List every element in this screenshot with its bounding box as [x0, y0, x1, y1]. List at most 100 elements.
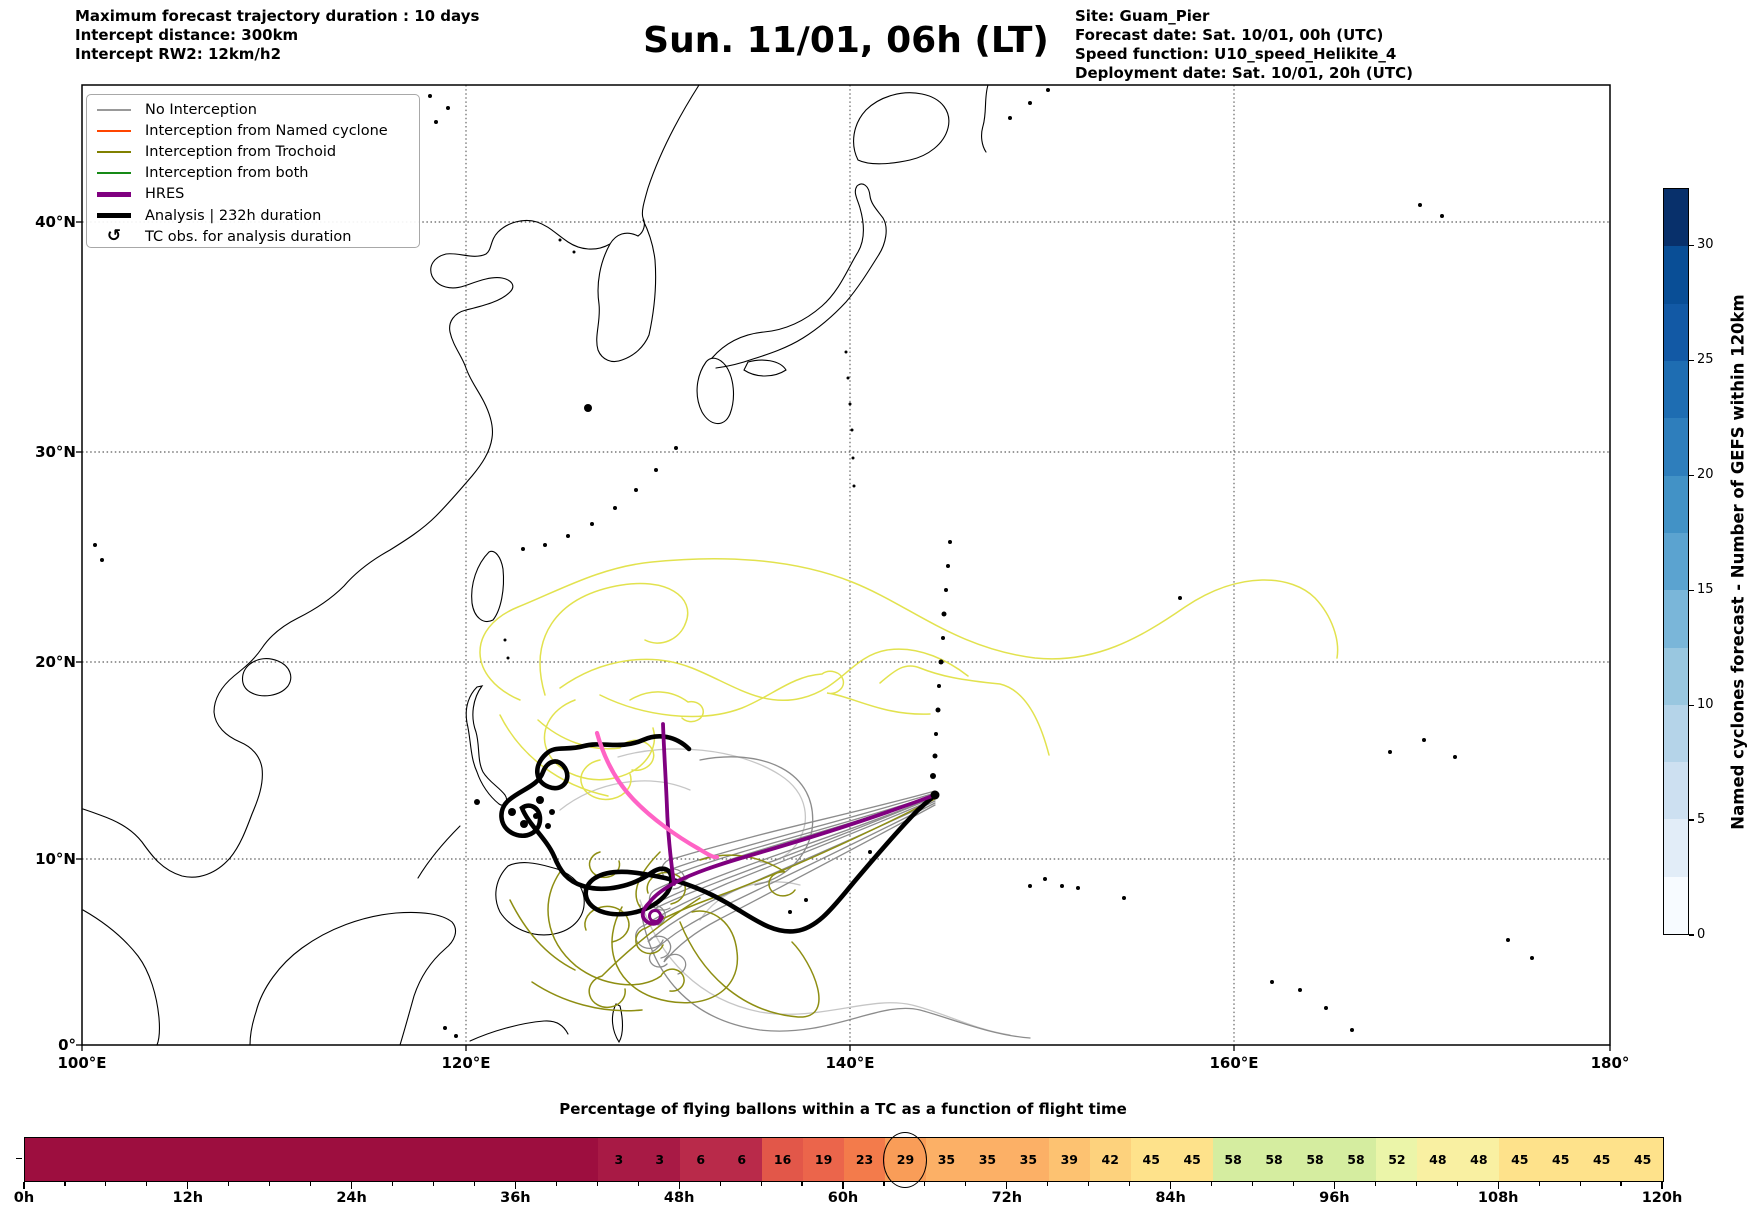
coastlines	[853, 92, 950, 165]
colorbar-segment	[1664, 704, 1688, 763]
legend-row: Interception from both	[87, 163, 419, 184]
strip-axis-tick	[842, 1181, 844, 1189]
island-dot	[848, 402, 852, 406]
island-dot	[934, 732, 938, 736]
island-dot	[428, 94, 432, 98]
trajectories-gray	[635, 798, 936, 949]
strip-cell: 58	[1253, 1138, 1295, 1181]
island-dot	[844, 350, 848, 354]
trajectories-olive	[635, 798, 936, 955]
hres-purple	[640, 793, 937, 926]
strip-cell	[434, 1138, 476, 1181]
trajectories-yellow	[539, 582, 689, 696]
lat-tick-label: 40°N	[35, 213, 76, 231]
strip-axis-tick	[1170, 1181, 1172, 1189]
colorbar-tick	[1689, 359, 1694, 361]
intercept-distance-text: Intercept distance: 300km	[75, 26, 299, 44]
trajectories-yellow	[879, 665, 1050, 756]
coastlines	[417, 825, 461, 879]
island-dot	[851, 456, 855, 460]
trajectories-olive	[588, 897, 701, 1009]
strip-axis-tick	[1006, 1181, 1008, 1189]
strip-cell: 45	[1130, 1138, 1172, 1181]
strip-hour-label: 48h	[663, 1190, 695, 1206]
strip-axis-tick	[1088, 1181, 1090, 1186]
legend-row: HRES	[87, 184, 419, 205]
trajectories-lightgray	[559, 780, 691, 811]
strip-cell: 35	[966, 1138, 1008, 1181]
strip-cell: 48	[1417, 1138, 1459, 1181]
legend-row: ↺ TC obs. for analysis duration	[87, 226, 419, 247]
strip-hour-label: 72h	[991, 1190, 1023, 1206]
strip-axis-tick	[269, 1181, 271, 1186]
strip-cell: 45	[1622, 1138, 1664, 1181]
island-dot	[1506, 938, 1510, 942]
trajectories-gray	[663, 804, 936, 975]
strip-cell: 19	[803, 1138, 845, 1181]
forecast-date-text: Forecast date: Sat. 10/01, 00h (UTC)	[1075, 26, 1384, 44]
trajectories-yellow	[580, 759, 632, 801]
island-dot	[506, 656, 510, 660]
strip-axis-tick	[801, 1181, 803, 1186]
island-dot	[937, 684, 941, 688]
island-dot	[521, 547, 525, 551]
colorbar-segment	[1664, 762, 1688, 820]
island-dot	[868, 850, 872, 854]
strip-cell: 52	[1376, 1138, 1418, 1181]
island-dot	[1270, 980, 1274, 984]
coastlines	[495, 862, 585, 936]
coastlines	[711, 183, 887, 369]
island-dot	[93, 543, 97, 547]
strip-cell	[516, 1138, 558, 1181]
strip-hour-label: 12h	[172, 1190, 204, 1206]
island-dot	[1046, 88, 1050, 92]
island-dot	[944, 588, 948, 592]
island-dot	[932, 753, 938, 759]
island-dot	[1324, 1006, 1328, 1010]
strip-cell	[25, 1138, 66, 1181]
colorbar-segment	[1664, 246, 1688, 304]
strip-hour-label: 96h	[1319, 1190, 1350, 1206]
island-dot	[1388, 750, 1392, 754]
legend-line-sample	[97, 108, 131, 111]
island-dot	[1043, 877, 1047, 881]
strip-cell: 39	[1048, 1138, 1090, 1181]
legend-label: Interception from Named cyclone	[145, 122, 388, 139]
lon-tick-label: 180°	[1590, 1054, 1630, 1072]
map-frame	[81, 84, 1611, 1046]
strip-cell	[393, 1138, 435, 1181]
colorbar-tick-label: 5	[1697, 812, 1706, 828]
trajectories-olive	[646, 871, 686, 905]
colorbar-segment	[1664, 360, 1688, 419]
strip-title: Percentage of flying ballons within a TC…	[559, 1100, 1127, 1118]
coastlines	[82, 219, 611, 878]
coastlines	[637, 84, 700, 237]
legend-label: HRES	[145, 186, 185, 203]
legend-row: Interception from Trochoid	[87, 141, 419, 162]
coastlines	[696, 357, 735, 425]
colorbar-tick	[1689, 589, 1694, 591]
trajectories-yellow	[543, 699, 656, 781]
colorbar	[1663, 188, 1689, 935]
strip-hour-label: 0h	[13, 1190, 35, 1206]
strip-axis-tick	[719, 1181, 721, 1186]
island-dot	[443, 1026, 447, 1030]
trajectories-gray	[671, 794, 936, 877]
island-dot	[1178, 596, 1182, 600]
colorbar-tick	[1689, 819, 1694, 821]
colorbar-segment	[1664, 532, 1688, 591]
strip-cell: 48	[1458, 1138, 1500, 1181]
island-dot	[100, 558, 104, 562]
colorbar-tick-label: 10	[1697, 697, 1714, 713]
strip-axis-tick	[596, 1181, 598, 1186]
island-dot	[613, 506, 617, 510]
analysis-track	[499, 734, 938, 934]
trajectories-yellow	[499, 714, 609, 797]
lat-tick-label: 0°	[58, 1036, 76, 1054]
colorbar-segment	[1664, 647, 1688, 705]
strip-axis-tick	[514, 1181, 516, 1189]
strip-axis-tick	[1047, 1181, 1049, 1186]
hres-end-marker	[648, 909, 662, 923]
strip-cell: 58	[1294, 1138, 1336, 1181]
